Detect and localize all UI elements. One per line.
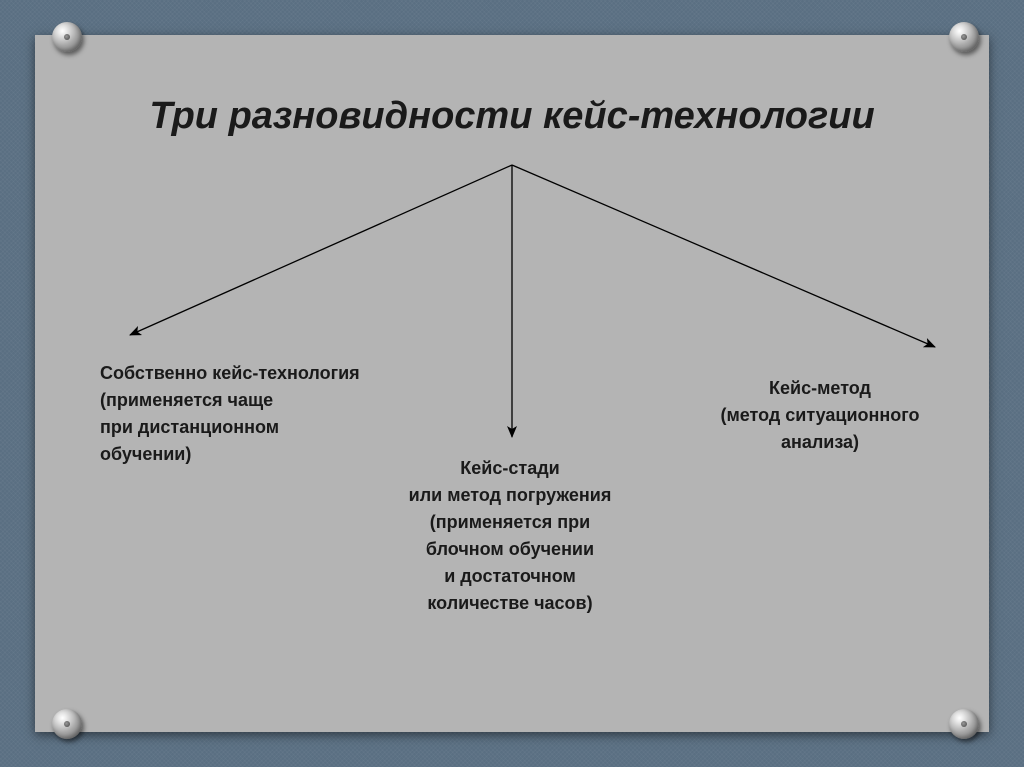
slide-title: Три разновидности кейс-технологии (35, 95, 989, 138)
branch-node-right: Кейс-метод(метод ситуационногоанализа) (675, 375, 965, 456)
pushpin-bl (52, 709, 82, 739)
pushpin-tl (52, 22, 82, 52)
slide-card: Три разновидности кейс-технологии Собств… (35, 35, 989, 732)
pushpin-br (949, 709, 979, 739)
branch-node-center: Кейс-стадиили метод погружения(применяет… (380, 455, 640, 617)
branch-node-left: Собственно кейс-технология (применяется … (100, 360, 410, 468)
pushpin-tr (949, 22, 979, 52)
